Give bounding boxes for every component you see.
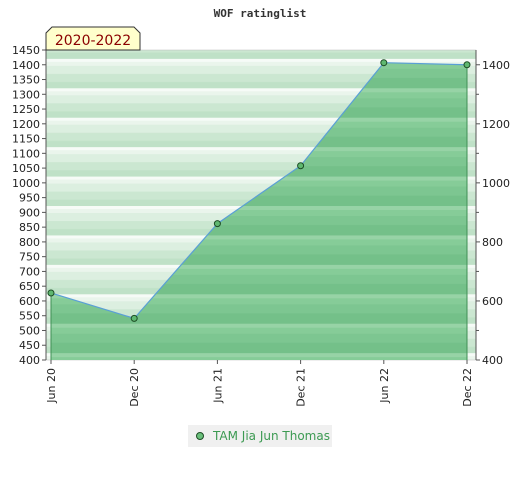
x-tick-label: Dec 21 (295, 368, 308, 407)
left-axis-ticks: 4004505005506006507007508008509009501000… (12, 44, 46, 367)
series-area-layer (51, 62, 467, 360)
series-line-layer (50, 62, 468, 360)
chart-title: WOF ratinglist (214, 7, 307, 20)
left-tick-label: 950 (19, 192, 40, 205)
left-tick-label: 1050 (12, 162, 40, 175)
period-badge-label: 2020-2022 (55, 33, 131, 49)
left-tick-label: 1100 (12, 147, 40, 160)
series-line (50, 62, 468, 320)
left-tick-label: 800 (19, 236, 40, 249)
data-point[interactable] (213, 220, 221, 228)
x-tick-label: Jun 20 (45, 368, 58, 404)
left-tick-label: 1250 (12, 103, 40, 116)
x-tick-label: Dec 22 (461, 368, 474, 407)
left-tick-label: 750 (19, 251, 40, 264)
left-tick-label: 900 (19, 206, 40, 219)
data-point[interactable] (380, 59, 388, 67)
left-tick-label: 700 (19, 265, 40, 278)
right-axis-ticks: 400 600 800 1000 1200 1400 (476, 59, 510, 367)
left-tick-label: 500 (19, 324, 40, 337)
right-tick-label: 1200 (482, 118, 510, 131)
left-tick-label: 1200 (12, 118, 40, 131)
data-point[interactable] (47, 289, 55, 297)
data-point[interactable] (297, 162, 305, 170)
right-tick-label: 1000 (482, 177, 510, 190)
left-tick-label: 850 (19, 221, 40, 234)
x-tick-label: Jun 22 (378, 368, 391, 404)
x-tick-label: Jun 21 (211, 368, 224, 404)
left-tick-label: 600 (19, 295, 40, 308)
right-tick-label: 400 (482, 354, 503, 367)
left-tick-label: 550 (19, 310, 40, 323)
left-tick-label: 1150 (12, 133, 40, 146)
x-tick-label: Dec 20 (128, 368, 141, 407)
data-point[interactable] (130, 314, 138, 322)
right-tick-label: 800 (482, 236, 503, 249)
right-tick-label: 600 (482, 295, 503, 308)
left-tick-label: 1400 (12, 59, 40, 72)
left-tick-label: 1000 (12, 177, 40, 190)
period-badge: 2020-2022 (45, 26, 141, 51)
legend-marker-icon (196, 432, 204, 440)
legend-series-label[interactable]: TAM Jia Jun Thomas (213, 429, 330, 443)
series-marker-layer (47, 59, 471, 322)
series-area (51, 62, 467, 360)
series-area-tint (51, 62, 467, 360)
left-tick-label: 1350 (12, 74, 40, 87)
x-axis-ticks: Jun 20 Dec 20 Jun 21 Dec 21 Jun 22 Dec 22 (45, 360, 474, 407)
left-tick-label: 1450 (12, 44, 40, 57)
left-tick-label: 400 (19, 354, 40, 367)
left-tick-label: 1300 (12, 88, 40, 101)
left-tick-label: 650 (19, 280, 40, 293)
data-point[interactable] (463, 61, 471, 69)
right-tick-label: 1400 (482, 59, 510, 72)
left-tick-label: 450 (19, 339, 40, 352)
chart-legend: TAM Jia Jun Thomas (188, 425, 332, 447)
